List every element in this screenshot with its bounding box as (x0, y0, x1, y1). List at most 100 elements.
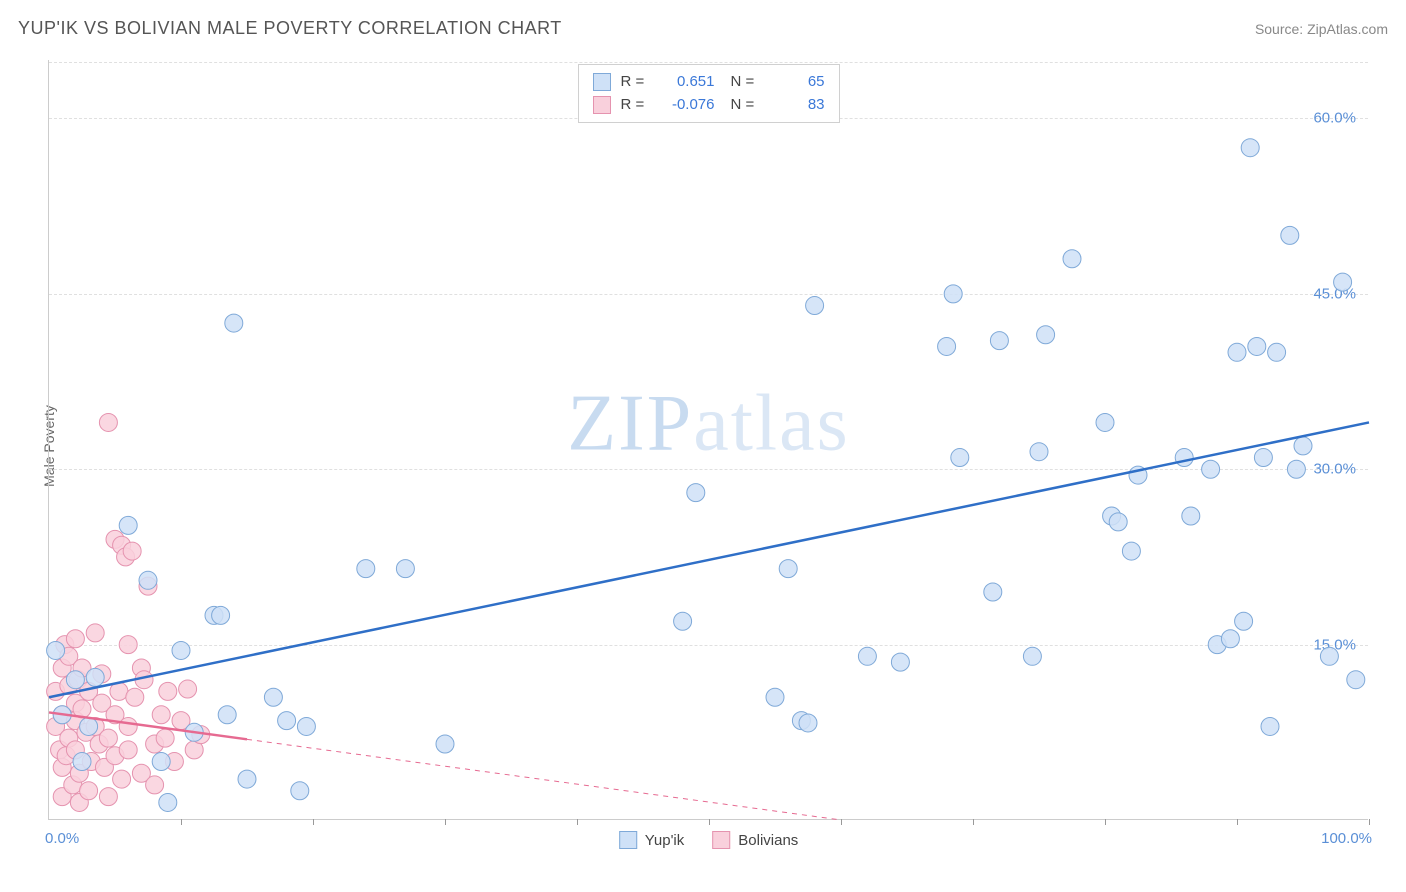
data-point (687, 484, 705, 502)
x-tick (445, 819, 446, 825)
r-value: 0.651 (659, 71, 715, 94)
swatch-icon (593, 96, 611, 114)
data-point (1037, 326, 1055, 344)
data-point (436, 735, 454, 753)
data-point (66, 671, 84, 689)
data-point (1294, 437, 1312, 455)
x-tick (313, 819, 314, 825)
data-point (291, 782, 309, 800)
data-point (146, 776, 164, 794)
trend-line-dashed (247, 739, 841, 820)
data-point (357, 560, 375, 578)
data-point (938, 337, 956, 355)
source-label: Source: ZipAtlas.com (1255, 21, 1388, 37)
legend-item-yupik: Yup'ik (619, 831, 685, 849)
data-point (152, 753, 170, 771)
r-label: R = (621, 94, 649, 117)
data-point (1241, 139, 1259, 157)
data-point (119, 636, 137, 654)
data-point (159, 682, 177, 700)
data-point (218, 706, 236, 724)
x-tick (577, 819, 578, 825)
x-axis-min-label: 0.0% (45, 830, 79, 847)
r-value: -0.076 (659, 94, 715, 117)
x-tick (1237, 819, 1238, 825)
data-point (47, 641, 65, 659)
data-point (1347, 671, 1365, 689)
r-label: R = (621, 71, 649, 94)
data-point (119, 717, 137, 735)
data-point (172, 641, 190, 659)
x-axis-max-label: 100.0% (1321, 830, 1372, 847)
legend-label: Bolivians (738, 832, 798, 849)
data-point (86, 624, 104, 642)
data-point (113, 770, 131, 788)
correlation-legend: R = 0.651 N = 65 R = -0.076 N = 83 (578, 64, 840, 123)
data-point (139, 571, 157, 589)
x-tick (181, 819, 182, 825)
data-point (238, 770, 256, 788)
data-point (225, 314, 243, 332)
data-point (99, 413, 117, 431)
legend-row-bolivians: R = -0.076 N = 83 (593, 94, 825, 117)
data-point (1023, 647, 1041, 665)
data-point (73, 753, 91, 771)
data-point (1221, 630, 1239, 648)
data-point (152, 706, 170, 724)
data-point (806, 297, 824, 315)
n-value: 83 (769, 94, 825, 117)
data-point (80, 782, 98, 800)
series-legend: Yup'ik Bolivians (619, 831, 799, 849)
x-tick (709, 819, 710, 825)
data-point (99, 788, 117, 806)
data-point (123, 542, 141, 560)
data-point (984, 583, 1002, 601)
data-point (1320, 647, 1338, 665)
data-point (156, 729, 174, 747)
scatter-plot-svg (49, 60, 1368, 819)
data-point (297, 717, 315, 735)
data-point (86, 668, 104, 686)
data-point (1228, 343, 1246, 361)
legend-row-yupik: R = 0.651 N = 65 (593, 71, 825, 94)
swatch-icon (619, 831, 637, 849)
data-point (159, 793, 177, 811)
data-point (779, 560, 797, 578)
data-point (1096, 413, 1114, 431)
data-point (1122, 542, 1140, 560)
data-point (766, 688, 784, 706)
data-point (1109, 513, 1127, 531)
n-label: N = (731, 71, 759, 94)
data-point (1248, 337, 1266, 355)
data-point (1182, 507, 1200, 525)
n-value: 65 (769, 71, 825, 94)
data-point (212, 606, 230, 624)
n-label: N = (731, 94, 759, 117)
x-tick (1369, 819, 1370, 825)
data-point (1202, 460, 1220, 478)
trend-line (49, 422, 1369, 697)
swatch-icon (593, 73, 611, 91)
legend-item-bolivians: Bolivians (712, 831, 798, 849)
data-point (1268, 343, 1286, 361)
data-point (396, 560, 414, 578)
data-point (799, 714, 817, 732)
data-point (119, 741, 137, 759)
data-point (119, 516, 137, 534)
data-point (891, 653, 909, 671)
data-point (126, 688, 144, 706)
data-point (1235, 612, 1253, 630)
data-point (1287, 460, 1305, 478)
data-point (1030, 443, 1048, 461)
data-point (944, 285, 962, 303)
chart-title: YUP'IK VS BOLIVIAN MALE POVERTY CORRELAT… (18, 18, 562, 39)
data-point (1334, 273, 1352, 291)
plot-area: ZIPatlas 15.0%30.0%45.0%60.0% 0.0% 100.0… (48, 60, 1368, 820)
x-tick (1105, 819, 1106, 825)
x-tick (973, 819, 974, 825)
legend-label: Yup'ik (645, 832, 685, 849)
data-point (1175, 449, 1193, 467)
data-point (264, 688, 282, 706)
data-point (80, 717, 98, 735)
data-point (1281, 226, 1299, 244)
